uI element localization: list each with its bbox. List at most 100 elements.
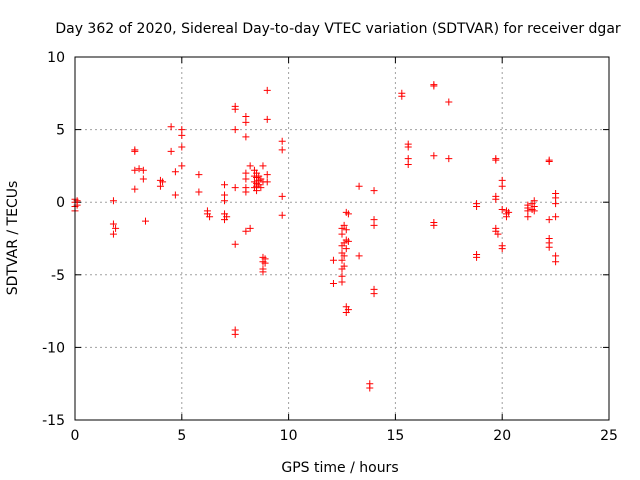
data-point-135 xyxy=(473,253,481,261)
y-tick-label-3: 0 xyxy=(56,195,65,211)
data-point-122 xyxy=(404,143,412,151)
data-point-51 xyxy=(242,175,250,183)
x-tick-label-4: 20 xyxy=(493,428,511,444)
data-point-110 xyxy=(355,182,363,190)
data-point-130 xyxy=(445,98,453,106)
data-point-162 xyxy=(545,158,553,166)
data-point-34 xyxy=(221,181,229,189)
data-point-150 xyxy=(502,213,510,221)
data-point-96 xyxy=(338,278,346,286)
data-point-41 xyxy=(231,105,239,113)
data-point-155 xyxy=(524,213,532,221)
data-point-36 xyxy=(221,197,229,205)
y-tick-label-2: -5 xyxy=(51,268,65,284)
data-point-56 xyxy=(246,224,254,232)
data-point-15 xyxy=(139,166,147,174)
chart-title: Day 362 of 2020, Sidereal Day-to-day VTE… xyxy=(55,21,621,37)
data-point-46 xyxy=(231,330,239,338)
data-point-71 xyxy=(259,162,267,170)
data-point-90 xyxy=(338,230,346,238)
data-point-14 xyxy=(135,165,143,173)
data-point-86 xyxy=(278,211,286,219)
data-point-21 xyxy=(167,123,175,131)
data-point-99 xyxy=(340,252,348,260)
data-point-144 xyxy=(498,182,506,190)
data-point-28 xyxy=(178,162,186,170)
data-point-43 xyxy=(231,184,239,192)
data-point-97 xyxy=(340,221,348,229)
data-point-131 xyxy=(445,155,453,163)
data-point-44 xyxy=(231,240,239,248)
x-tick-label-2: 10 xyxy=(280,428,298,444)
data-point-139 xyxy=(492,195,500,203)
data-point-100 xyxy=(340,262,348,270)
data-point-160 xyxy=(530,207,538,215)
data-point-172 xyxy=(552,258,560,266)
data-point-7 xyxy=(109,220,117,228)
data-point-54 xyxy=(242,227,250,235)
x-tick-label-0: 0 xyxy=(71,428,80,444)
data-point-126 xyxy=(430,82,438,90)
data-point-147 xyxy=(498,245,506,253)
data-point-169 xyxy=(552,200,560,208)
data-point-142 xyxy=(494,230,502,238)
data-point-163 xyxy=(545,216,553,224)
data-point-12 xyxy=(131,166,139,174)
data-point-8 xyxy=(109,230,117,238)
data-point-108 xyxy=(344,237,352,245)
data-point-116 xyxy=(370,221,378,229)
data-point-39 xyxy=(223,213,231,221)
data-point-81 xyxy=(263,171,271,179)
data-point-70 xyxy=(257,184,265,192)
data-point-48 xyxy=(242,118,250,126)
data-point-82 xyxy=(263,178,271,186)
data-point-53 xyxy=(242,188,250,196)
data-point-104 xyxy=(342,245,350,253)
data-point-120 xyxy=(398,92,406,100)
x-tick-label-5: 25 xyxy=(600,428,618,444)
x-tick-label-3: 15 xyxy=(386,428,404,444)
data-point-88 xyxy=(329,280,337,288)
y-tick-label-1: -10 xyxy=(42,340,65,356)
data-point-145 xyxy=(498,205,506,213)
data-point-19 xyxy=(156,182,164,190)
data-point-22 xyxy=(167,147,175,155)
data-point-23 xyxy=(171,168,179,176)
y-axis-title: SDTVAR / TECUs xyxy=(5,181,21,296)
data-point-79 xyxy=(263,86,271,94)
data-point-127 xyxy=(430,152,438,160)
data-point-129 xyxy=(430,221,438,229)
data-point-76 xyxy=(259,268,267,276)
axis-ticks: 0 5 10 15 20 25 -15 -10 -5 0 5 10 xyxy=(42,50,618,444)
x-tick-label-1: 5 xyxy=(177,428,186,444)
data-point-42 xyxy=(231,126,239,134)
data-point-93 xyxy=(338,256,346,264)
data-point-166 xyxy=(545,243,553,251)
plot-frame xyxy=(74,56,610,421)
data-point-16 xyxy=(139,175,147,183)
y-tick-label-4: 5 xyxy=(56,123,65,139)
data-point-83 xyxy=(278,137,286,145)
data-point-118 xyxy=(370,290,378,298)
data-point-27 xyxy=(178,143,186,151)
data-point-109 xyxy=(344,306,352,314)
data-point-85 xyxy=(278,192,286,200)
data-point-137 xyxy=(492,156,500,164)
data-point-29 xyxy=(195,171,203,179)
data-point-20 xyxy=(159,178,167,186)
data-point-113 xyxy=(366,384,374,392)
data-point-11 xyxy=(131,147,139,155)
data-point-102 xyxy=(342,226,350,234)
data-points xyxy=(71,81,560,392)
data-point-55 xyxy=(246,162,254,170)
data-point-78 xyxy=(261,259,269,267)
data-point-33 xyxy=(206,213,214,221)
data-point-13 xyxy=(131,185,139,193)
data-point-65 xyxy=(253,187,261,195)
data-point-49 xyxy=(242,133,250,141)
data-point-114 xyxy=(370,187,378,195)
data-point-151 xyxy=(505,208,513,216)
data-point-26 xyxy=(178,131,186,139)
data-point-24 xyxy=(171,191,179,199)
data-point-87 xyxy=(329,256,337,264)
